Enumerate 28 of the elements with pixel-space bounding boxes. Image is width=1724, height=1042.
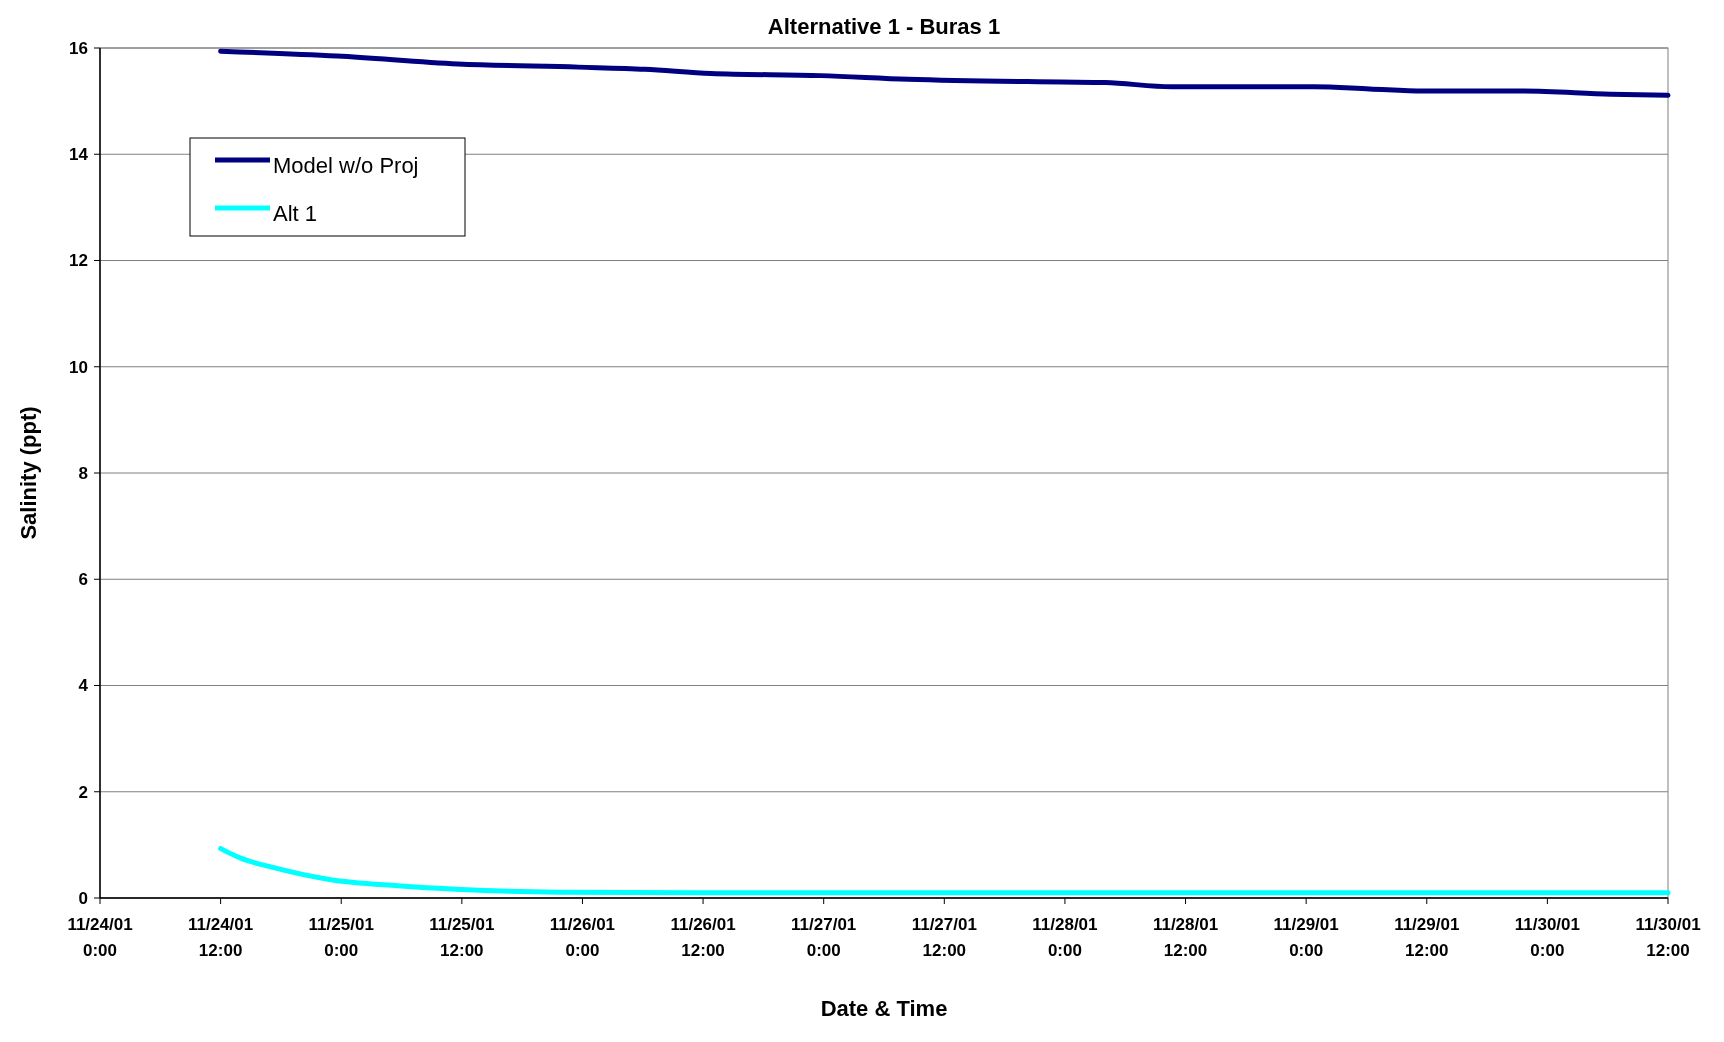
y-tick-label: 0 (78, 888, 88, 908)
x-tick-label: 11/26/01 0:00 (549, 915, 616, 960)
legend-label: Alt 1 (273, 201, 318, 226)
y-tick-label: 12 (69, 251, 88, 271)
x-tick-label: 11/28/01 12:00 (1152, 915, 1219, 960)
legend-label: Model w/o Proj (273, 153, 419, 178)
x-tick-label: 11/24/01 0:00 (67, 915, 133, 960)
x-tick-label: 11/25/01 0:00 (308, 915, 374, 960)
y-tick-label: 6 (78, 570, 88, 590)
x-tick-label: 11/27/01 0:00 (791, 915, 857, 960)
x-tick-label: 11/25/01 12:00 (429, 915, 495, 960)
y-tick-label: 4 (78, 676, 89, 696)
x-tick-label: 11/29/01 0:00 (1273, 915, 1339, 960)
y-tick-label: 16 (69, 38, 88, 58)
x-tick-label: 11/30/01 12:00 (1635, 915, 1701, 960)
x-tick-label: 11/24/01 12:00 (187, 915, 254, 960)
y-tick-label: 8 (78, 463, 88, 483)
x-tick-label: 11/28/01 0:00 (1032, 915, 1098, 960)
x-tick-label: 11/29/01 12:00 (1394, 915, 1460, 960)
y-tick-label: 2 (78, 782, 88, 802)
x-tick-label: 11/30/01 0:00 (1514, 915, 1581, 960)
x-tick-label: 11/27/01 12:00 (911, 915, 977, 960)
y-axis-title: Salinity (ppt) (16, 406, 41, 540)
x-axis-title: Date & Time (820, 996, 948, 1021)
chart-title: Alternative 1 - Buras 1 (767, 14, 1001, 39)
y-tick-label: 14 (69, 145, 89, 165)
x-tick-label: 11/26/01 12:00 (670, 915, 736, 960)
y-tick-label: 10 (69, 357, 88, 377)
